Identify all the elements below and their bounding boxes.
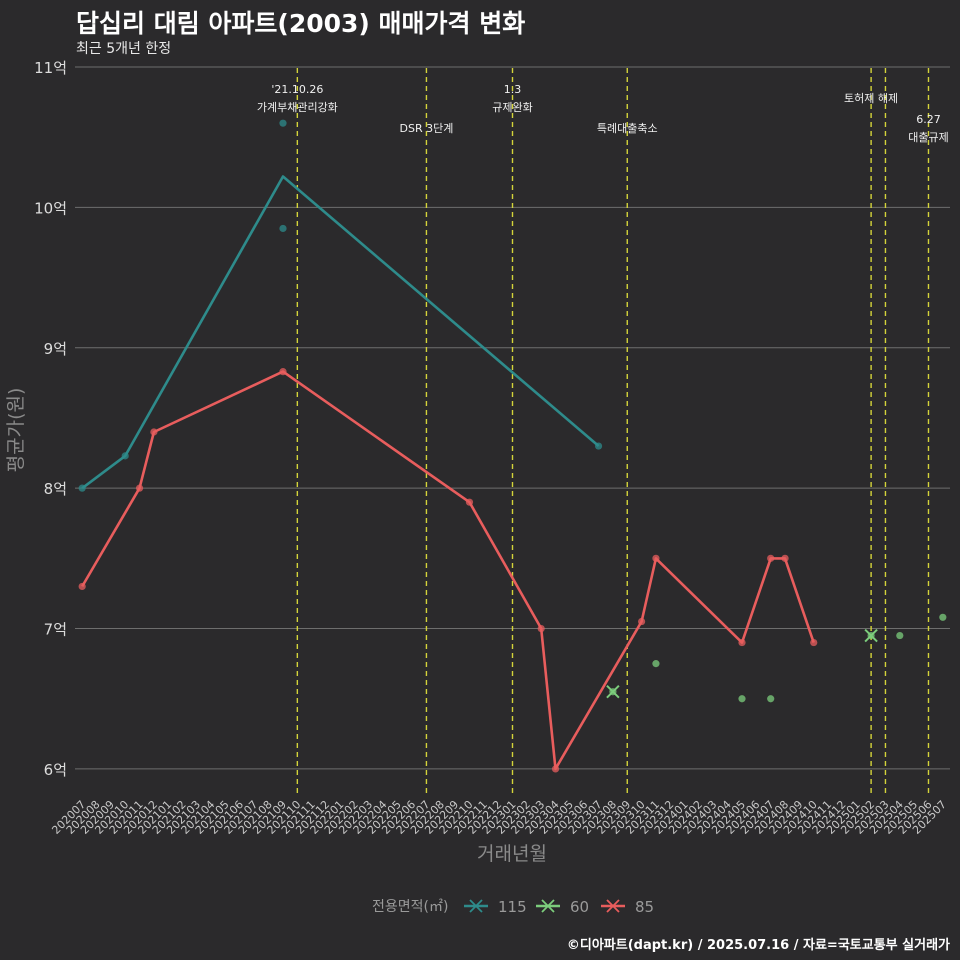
data-point-85 <box>537 624 545 633</box>
y-tick-label: 8억 <box>44 480 67 498</box>
y-axis-label: 평균가(원) <box>5 388 27 473</box>
data-point-cross-60 <box>606 685 620 699</box>
data-point-60 <box>767 695 775 703</box>
annotation-label: '21.10.26 <box>271 83 323 96</box>
data-point-85 <box>279 368 287 376</box>
chart-subtitle: 최근 5개년 한정 <box>76 41 172 57</box>
series-layer <box>78 119 947 773</box>
data-point-115 <box>594 442 603 450</box>
policy-lines <box>296 68 930 797</box>
data-point-60 <box>896 631 904 640</box>
legend-key-cross <box>606 899 620 913</box>
annotation-label: 1.3 <box>504 83 522 96</box>
source-caption: ©디아파트(dapt.kr) / 2025.07.16 / 자료=국토교통부 실… <box>566 938 950 953</box>
series-line-85 <box>81 370 815 771</box>
chart-title: 답십리 대림 아파트(2003) 매매가격 변화 <box>76 9 526 38</box>
data-point-85 <box>652 554 660 562</box>
data-point-cross-60 <box>864 628 878 643</box>
annotation-label: 대출규제 <box>908 131 948 144</box>
annotation-label: DSR 3단계 <box>400 122 454 135</box>
data-point-85 <box>150 428 158 436</box>
data-point-115 <box>121 452 129 460</box>
y-tick-label: 11억 <box>34 59 67 77</box>
annotation-label: 특례대출축소 <box>597 122 658 135</box>
data-point-85 <box>465 498 474 506</box>
data-point-85 <box>637 617 646 626</box>
legend-label: 85 <box>635 898 654 916</box>
annotation-label: 6.27 <box>916 113 941 126</box>
data-point-60 <box>652 660 660 668</box>
y-tick-label: 9억 <box>44 340 67 358</box>
data-point-85 <box>810 638 818 647</box>
data-point-115 <box>279 224 287 233</box>
annotation-label: 규제완화 <box>492 101 532 114</box>
y-axis: 6억 7억 8억 9억 10억 11억 <box>34 59 67 779</box>
y-tick-label: 7억 <box>44 621 67 639</box>
x-axis-label: 거래년월 <box>477 843 547 865</box>
data-point-60 <box>738 695 746 703</box>
data-point-85 <box>78 582 86 591</box>
legend-label: 115 <box>498 898 527 916</box>
legend-key-cross <box>469 899 483 913</box>
series-line-115 <box>81 175 600 490</box>
legend-label: 60 <box>570 898 589 916</box>
y-tick-label: 6억 <box>44 761 67 779</box>
legend-key-cross <box>541 899 555 913</box>
data-point-115 <box>279 119 287 127</box>
data-point-85 <box>767 554 775 562</box>
legend: 전용면적(㎡) 115 60 85 <box>372 898 654 916</box>
annotation-label: 토허제 해제 <box>844 91 898 105</box>
data-point-115 <box>78 484 86 492</box>
data-point-85 <box>135 484 144 492</box>
data-point-85 <box>551 765 560 773</box>
data-point-60 <box>939 613 947 621</box>
data-point-85 <box>738 638 746 647</box>
annotation-label: 가계부채관리강화 <box>257 101 338 114</box>
data-point-85 <box>781 554 789 562</box>
legend-title: 전용면적(㎡) <box>372 899 448 915</box>
y-tick-label: 10억 <box>34 199 67 217</box>
x-axis: 2020072020082020092020102020112020122021… <box>49 798 949 837</box>
